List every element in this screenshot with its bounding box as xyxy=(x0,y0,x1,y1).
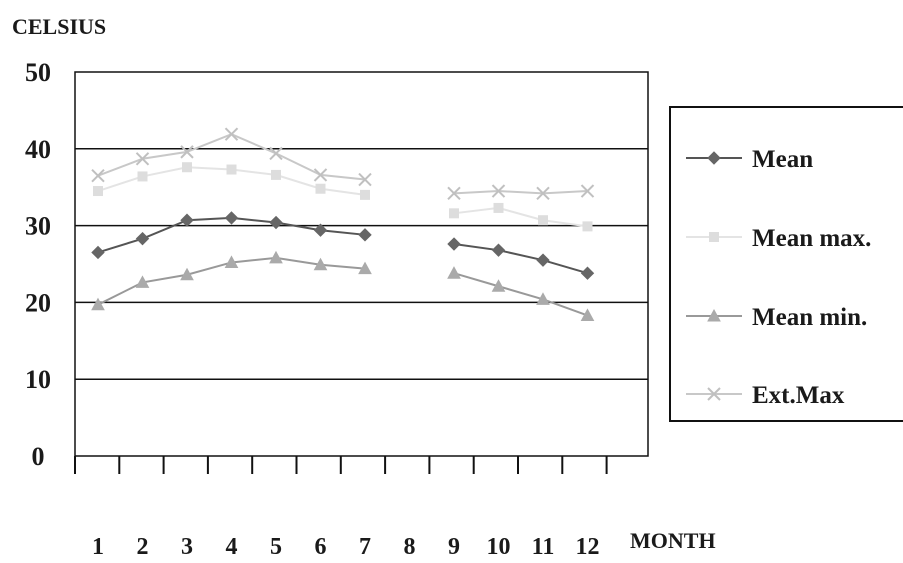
legend-label: Ext.Max xyxy=(752,382,845,409)
data-point xyxy=(313,168,328,182)
x-tick-label: 6 xyxy=(315,534,327,560)
x-tick-label: 1 xyxy=(92,534,104,560)
data-point xyxy=(135,275,150,288)
legend-item: Mean max. xyxy=(686,225,871,252)
series-mean-min xyxy=(91,250,595,321)
data-point xyxy=(224,255,239,268)
y-tick-label: 30 xyxy=(25,212,51,241)
data-point xyxy=(447,186,461,201)
series-line xyxy=(453,206,588,228)
legend: Mean Mean max. Mean min. Ext.Max xyxy=(669,106,903,422)
data-point xyxy=(491,279,506,292)
data-point xyxy=(538,215,548,226)
series-ext-max xyxy=(91,127,595,201)
y-tick-label: 10 xyxy=(25,365,51,394)
data-point xyxy=(269,146,283,161)
data-point xyxy=(180,267,194,281)
x-tick-label: 9 xyxy=(448,534,460,560)
data-point xyxy=(580,184,595,198)
data-point xyxy=(580,266,595,280)
data-point xyxy=(315,183,326,194)
data-point xyxy=(91,297,105,311)
y-axis-title: CELSIUS xyxy=(12,14,106,39)
series-line xyxy=(453,190,588,195)
data-point xyxy=(536,186,550,201)
data-point xyxy=(224,211,239,225)
data-point xyxy=(269,250,283,264)
data-point xyxy=(313,223,328,237)
data-point xyxy=(137,171,148,182)
y-tick-label: 20 xyxy=(25,288,51,317)
x-tick-label: 2 xyxy=(137,534,149,560)
x-tick-label: 3 xyxy=(181,534,193,560)
y-axis-ticks: 0 10 20 30 40 50 xyxy=(25,58,51,471)
data-point xyxy=(358,261,372,275)
data-point xyxy=(536,253,550,267)
legend-item: Ext.Max xyxy=(686,382,845,409)
data-point xyxy=(360,189,370,200)
data-point xyxy=(491,184,506,198)
data-point xyxy=(536,292,550,305)
data-point xyxy=(182,162,192,173)
x-tick-label: 7 xyxy=(359,534,371,560)
legend-marker xyxy=(707,387,721,401)
data-point xyxy=(135,152,150,166)
x-tick-label: 4 xyxy=(226,534,238,560)
data-point xyxy=(226,164,237,175)
y-tick-label: 0 xyxy=(32,442,45,471)
data-point xyxy=(271,169,281,180)
x-axis-ticks: 1 2 3 4 5 6 7 8 9 10 11 12 xyxy=(74,456,608,560)
series-mean xyxy=(91,211,595,280)
x-tick-label: 12 xyxy=(576,534,600,560)
series-layer xyxy=(91,127,595,321)
legend-label: Mean max. xyxy=(752,225,871,252)
data-point xyxy=(491,243,506,257)
x-axis-title: MONTH xyxy=(630,528,716,553)
y-tick-label: 50 xyxy=(25,58,51,87)
legend-marker xyxy=(709,232,719,242)
series-line xyxy=(453,272,588,317)
legend-marker xyxy=(707,308,721,322)
data-point xyxy=(582,221,593,232)
series-mean-max xyxy=(93,162,593,232)
x-tick-label: 11 xyxy=(532,534,555,560)
data-point xyxy=(358,228,372,242)
legend-item: Mean min. xyxy=(686,304,867,331)
data-point xyxy=(313,257,328,271)
data-point xyxy=(224,127,239,141)
data-point xyxy=(91,168,105,183)
x-tick-label: 10 xyxy=(487,534,511,560)
data-point xyxy=(135,231,150,246)
data-point xyxy=(180,145,194,159)
data-point xyxy=(180,213,194,227)
x-tick-label: 8 xyxy=(404,534,416,560)
legend-item: Mean xyxy=(686,146,813,173)
data-point xyxy=(447,237,461,251)
series-line xyxy=(453,243,588,275)
y-tick-label: 40 xyxy=(25,135,51,164)
data-point xyxy=(91,245,105,260)
data-point xyxy=(447,266,461,279)
data-point xyxy=(580,308,595,321)
legend-label: Mean min. xyxy=(752,304,867,331)
data-point xyxy=(449,208,459,219)
data-point xyxy=(93,186,103,197)
legend-label: Mean xyxy=(752,146,813,173)
data-point xyxy=(493,202,504,213)
gridlines xyxy=(74,71,649,457)
data-point xyxy=(358,172,372,187)
x-tick-label: 5 xyxy=(270,534,282,560)
data-point xyxy=(269,215,283,230)
legend-marker xyxy=(707,151,721,165)
plot-frame xyxy=(74,71,649,457)
